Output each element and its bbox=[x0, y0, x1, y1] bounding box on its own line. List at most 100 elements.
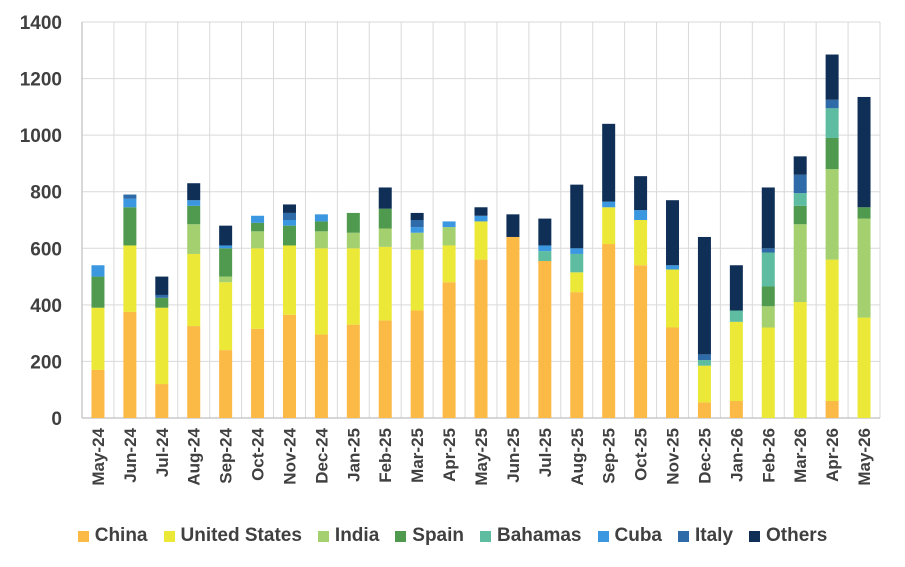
legend-item-united-states: United States bbox=[163, 525, 302, 547]
y-tick-label: 200 bbox=[30, 352, 62, 373]
x-tick-label: May-24 bbox=[89, 427, 108, 485]
bar-segment-spain-jul-24 bbox=[155, 297, 169, 308]
legend-swatch bbox=[317, 530, 329, 542]
y-tick-label: 600 bbox=[30, 239, 62, 260]
bar-segment-india-oct-24 bbox=[251, 231, 265, 249]
y-tick-label: 1200 bbox=[20, 70, 62, 91]
bar-segment-cuba-oct-24 bbox=[251, 215, 265, 223]
bar-segment-cuba-aug-24 bbox=[187, 200, 201, 206]
bar-segment-china-jul-24 bbox=[155, 384, 169, 418]
bar-segment-united-states-may-24 bbox=[91, 307, 105, 370]
bar-segment-china-oct-24 bbox=[251, 328, 265, 418]
bar-segment-others-mar-25 bbox=[410, 212, 424, 220]
bar-segment-united-states-mar-26 bbox=[793, 302, 807, 418]
legend-label: Bahamas bbox=[497, 525, 582, 546]
y-tick-labels: 0 200 400 600 800 1000 1200 1400 bbox=[20, 13, 62, 430]
x-tick-label: Feb-25 bbox=[376, 428, 395, 483]
bar-segment-united-states-dec-25 bbox=[697, 365, 711, 403]
x-tick-label: Sep-24 bbox=[217, 427, 236, 483]
bar-segment-china-sep-25 bbox=[602, 244, 616, 418]
bar-segment-china-apr-25 bbox=[442, 282, 456, 418]
bar-segment-bahamas-jan-26 bbox=[729, 310, 743, 322]
bar-segment-bahamas-apr-26 bbox=[825, 108, 839, 138]
bar-segment-cuba-nov-25 bbox=[666, 265, 680, 270]
bar-segment-spain-aug-24 bbox=[187, 205, 201, 225]
bar-segment-italy-mar-25 bbox=[410, 220, 424, 228]
bar-segment-india-feb-26 bbox=[761, 306, 775, 328]
bar-segment-india-may-26 bbox=[857, 218, 871, 318]
bar-segment-united-states-may-26 bbox=[857, 317, 871, 418]
bar-segment-others-sep-25 bbox=[602, 123, 616, 202]
legend-swatch bbox=[163, 530, 175, 542]
bar-segment-others-sep-24 bbox=[219, 225, 233, 246]
x-tick-label: Mar-25 bbox=[408, 428, 427, 483]
legend-item-others: Others bbox=[749, 525, 827, 547]
x-tick-label: Nov-24 bbox=[280, 427, 299, 484]
legend-swatch bbox=[77, 530, 89, 542]
bar-segment-united-states-oct-24 bbox=[251, 248, 265, 329]
bar-segment-others-may-26 bbox=[857, 96, 871, 208]
legend-swatch bbox=[480, 530, 491, 542]
bar-segment-others-jul-25 bbox=[538, 218, 552, 246]
bar-segment-italy-jul-24 bbox=[155, 294, 169, 298]
x-tick-label: Apr-26 bbox=[823, 428, 842, 482]
bar-segment-united-states-oct-25 bbox=[634, 220, 648, 266]
bar-segment-china-jun-24 bbox=[123, 311, 137, 418]
bar-segment-united-states-sep-25 bbox=[602, 207, 616, 245]
legend-label: Spain bbox=[412, 525, 464, 546]
bar-segment-bahamas-dec-25 bbox=[697, 360, 711, 366]
bar-segment-spain-mar-26 bbox=[793, 205, 807, 225]
bar-segment-china-nov-24 bbox=[282, 314, 296, 418]
bar-segment-india-mar-26 bbox=[793, 224, 807, 303]
legend-swatch bbox=[395, 530, 407, 542]
legend-swatch bbox=[678, 530, 689, 542]
bar-segment-spain-jun-24 bbox=[123, 207, 137, 246]
x-tick-label: Apr-25 bbox=[440, 428, 459, 482]
bar-segment-bahamas-mar-26 bbox=[793, 193, 807, 206]
bar-segment-united-states-jan-25 bbox=[346, 248, 360, 325]
bar-segment-spain-jan-25 bbox=[346, 212, 360, 233]
bar-segment-spain-oct-24 bbox=[251, 222, 265, 232]
x-tick-label: Aug-24 bbox=[185, 427, 204, 485]
bar-segment-united-states-dec-24 bbox=[314, 248, 328, 335]
bar-segment-others-feb-25 bbox=[378, 187, 392, 209]
bar-segment-china-jun-25 bbox=[506, 236, 520, 418]
bar-segment-united-states-aug-25 bbox=[570, 272, 584, 293]
bar-segment-cuba-sep-25 bbox=[602, 201, 616, 208]
x-tick-label: Jul-25 bbox=[536, 428, 555, 477]
bar-segment-cuba-jul-25 bbox=[538, 245, 552, 252]
bar-segment-united-states-jan-26 bbox=[729, 321, 743, 402]
y-tick-label: 800 bbox=[30, 183, 62, 204]
bar-segment-united-states-apr-25 bbox=[442, 245, 456, 283]
bar-segment-others-aug-24 bbox=[187, 183, 201, 201]
bar-segment-india-apr-26 bbox=[825, 169, 839, 260]
x-tick-label: Jul-24 bbox=[153, 427, 172, 477]
x-tick-label: Jan-26 bbox=[727, 428, 746, 482]
x-tick-label: Jan-25 bbox=[344, 428, 363, 482]
bar-segment-others-jul-24 bbox=[155, 276, 169, 295]
bar-segment-spain-feb-26 bbox=[761, 286, 775, 307]
bar-segment-china-dec-24 bbox=[314, 334, 328, 418]
bars bbox=[91, 54, 871, 418]
bar-segment-united-states-jun-24 bbox=[123, 245, 137, 312]
legend-item-china: China bbox=[77, 525, 148, 547]
legend-item-cuba: Cuba bbox=[597, 525, 662, 547]
bar-segment-others-oct-25 bbox=[634, 176, 648, 211]
bar-segment-china-oct-25 bbox=[634, 265, 648, 418]
bar-segment-cuba-aug-25 bbox=[570, 248, 584, 254]
bar-segment-china-dec-25 bbox=[697, 402, 711, 418]
bar-segment-india-jan-25 bbox=[346, 232, 360, 249]
bar-segment-united-states-mar-25 bbox=[410, 249, 424, 311]
bar-segment-others-mar-26 bbox=[793, 156, 807, 175]
bar-segment-italy-dec-25 bbox=[697, 354, 711, 361]
bar-segment-china-nov-25 bbox=[666, 327, 680, 418]
bar-segment-united-states-aug-24 bbox=[187, 253, 201, 327]
bar-segment-china-mar-25 bbox=[410, 310, 424, 418]
bar-segment-united-states-nov-25 bbox=[666, 269, 680, 328]
bar-segment-italy-feb-26 bbox=[761, 248, 775, 253]
bar-segment-china-may-24 bbox=[91, 369, 105, 418]
bar-segment-others-nov-24 bbox=[282, 204, 296, 213]
bar-segment-china-feb-25 bbox=[378, 320, 392, 418]
legend-label: China bbox=[94, 525, 148, 546]
